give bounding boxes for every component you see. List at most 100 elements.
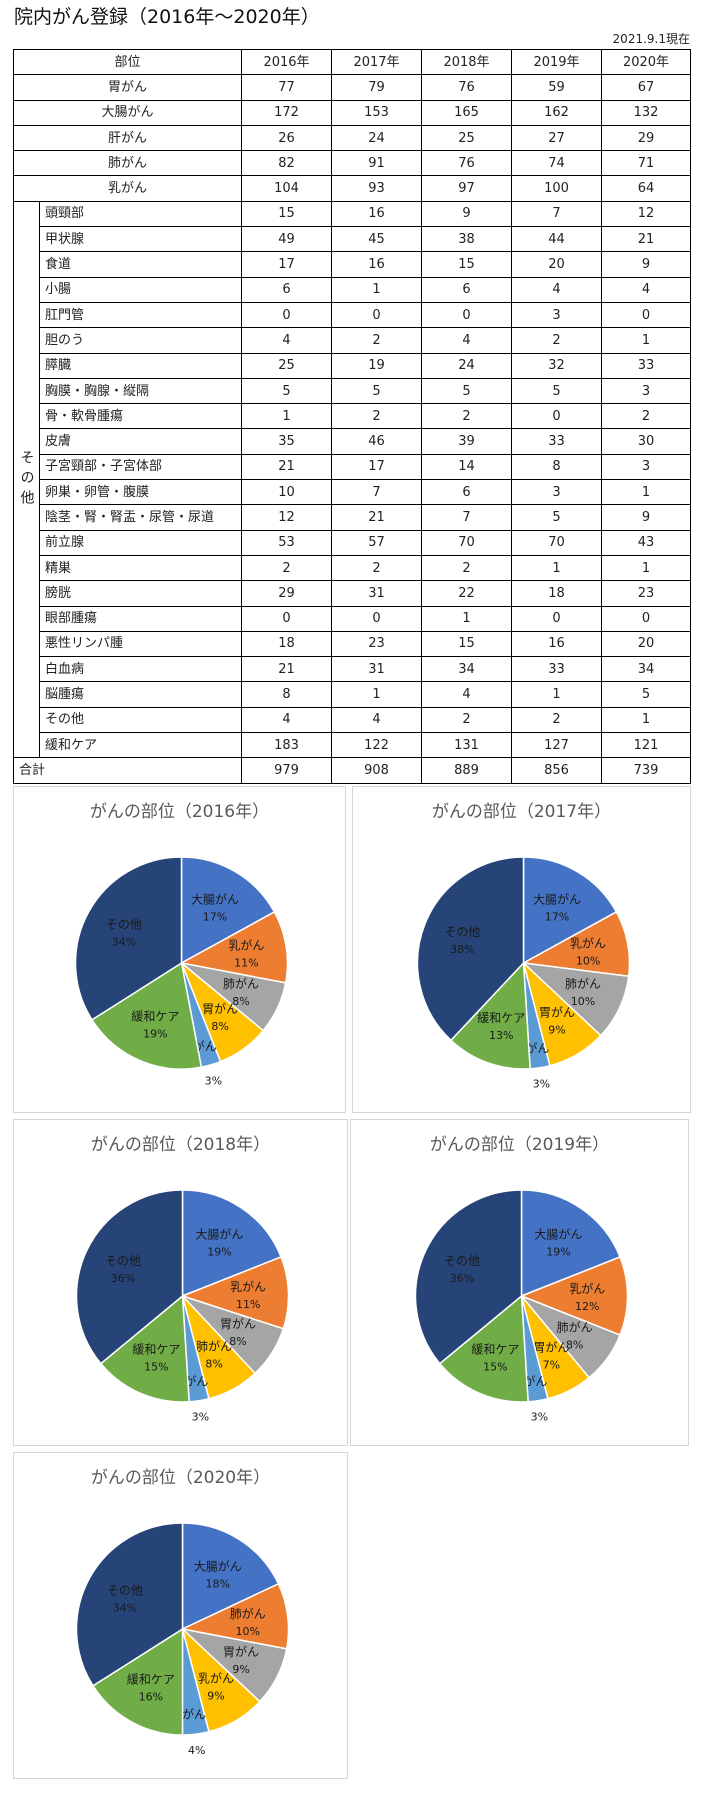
cell-value: 15 (421, 630, 513, 658)
cell-value: 5 (421, 377, 513, 405)
slice-percent: 11% (236, 1298, 260, 1311)
row-label: 骨・軟骨腫瘍 (38, 403, 243, 430)
cell-value: 20 (511, 251, 603, 278)
table-row: 前立腺 53 57 70 70 43 (14, 529, 692, 556)
cell-value: 0 (511, 605, 603, 632)
slice-percent: 19% (143, 1027, 167, 1040)
row-label: 胆のう (38, 327, 243, 354)
table-row: 眼部腫瘍 0 0 1 0 0 (14, 605, 692, 632)
cell-value: 4 (421, 327, 513, 354)
cell-value: 15 (241, 200, 333, 228)
header-year: 2018年 (421, 48, 513, 76)
cell-value: 12 (241, 504, 333, 531)
table-row: 肺がん 82 91 76 74 71 (12, 150, 692, 177)
cell-value: 14 (421, 453, 513, 481)
row-label: 胃がん (12, 74, 243, 101)
header-site: 部位 (12, 48, 243, 76)
row-label: 胸膜・胸腺・縦隔 (38, 377, 243, 405)
cell-value: 2 (421, 403, 513, 430)
cell-value: 0 (601, 605, 692, 632)
table-row: その他 頭頸部 15 16 9 7 12 (13, 200, 692, 759)
chart-title: がんの部位（2017年） (431, 802, 612, 822)
page-title: 院内がん登録（2016年～2020年） (14, 6, 320, 28)
cell-value: 2 (421, 706, 513, 734)
cell-value: 5 (601, 681, 692, 708)
row-label: 眼部腫瘍 (38, 605, 243, 632)
cell-value: 10 (241, 479, 333, 506)
cell-value: 0 (331, 301, 423, 329)
table-row: 骨・軟骨腫瘍 1 2 2 0 2 (14, 403, 692, 430)
slice-label: 緩和ケア (131, 1009, 179, 1023)
table-row: 陰茎・腎・腎盂・尿管・尿道 12 21 7 5 9 (14, 504, 692, 531)
pie-slice (180, 856, 276, 965)
cell-value: 5 (511, 504, 603, 531)
cell-value: 162 (511, 99, 603, 126)
cell-value: 3 (601, 453, 692, 481)
slice-percent: 17% (203, 910, 227, 923)
cell-value: 35 (241, 428, 333, 455)
cell-value: 32 (511, 352, 603, 379)
slice-label: 緩和ケア (132, 1342, 180, 1356)
cell-value: 79 (331, 74, 423, 101)
pie-slice (99, 1294, 190, 1403)
pie-slice (414, 1189, 523, 1365)
slice-percent: 34% (113, 1601, 137, 1614)
cell-value: 132 (601, 99, 692, 126)
pie-slice (75, 1189, 184, 1365)
slice-percent: 36% (111, 1272, 135, 1285)
cell-value: 20 (601, 630, 692, 658)
slice-percent: 15% (483, 1360, 507, 1373)
row-label: 乳がん (12, 175, 243, 202)
cell-value: 0 (511, 403, 603, 430)
table-row: 甲状腺 49 45 38 44 21 (14, 226, 692, 253)
slice-percent: 8% (232, 995, 249, 1008)
cell-value: 46 (331, 428, 423, 455)
pie-slice (520, 1189, 622, 1298)
cell-value: 9 (601, 251, 692, 278)
total-value: 889 (421, 757, 513, 784)
slice-percent: 10% (576, 955, 600, 968)
slice-label: 緩和ケア (477, 1011, 525, 1025)
slice-label: 胃がん (533, 1340, 569, 1355)
slice-percent: 11% (234, 957, 258, 970)
cell-value: 8 (241, 681, 333, 708)
slice-label: 大腸がん (195, 1227, 243, 1242)
slice-label: 乳がん (230, 1279, 266, 1294)
cell-value: 97 (421, 175, 513, 202)
cell-value: 26 (241, 124, 333, 152)
row-label: 肛門管 (38, 301, 243, 329)
slice-percent: 3% (533, 1078, 550, 1091)
pie-chart: 大腸がん17%乳がん10%肺がん10%胃がん9%肝がん3%緩和ケア13%その他3… (416, 856, 631, 1091)
slice-label: 大腸がん (534, 1227, 582, 1242)
chart-title: がんの部位（2016年） (89, 802, 270, 822)
cell-value: 23 (331, 630, 423, 658)
row-label: 悪性リンパ腫 (38, 630, 243, 658)
cell-value: 3 (511, 301, 603, 329)
cell-value: 16 (511, 630, 603, 658)
cell-value: 0 (331, 605, 423, 632)
slice-percent: 8% (566, 1339, 583, 1352)
cell-value: 91 (331, 150, 423, 177)
cell-value: 57 (331, 529, 423, 556)
cell-value: 4 (241, 706, 333, 734)
slice-percent: 8% (205, 1358, 222, 1371)
cell-value: 33 (601, 352, 692, 379)
cell-value: 165 (421, 99, 513, 126)
cell-value: 44 (511, 226, 603, 253)
slice-percent: 8% (229, 1335, 246, 1348)
slice-percent: 38% (450, 943, 474, 956)
table-row: 精巣 2 2 2 1 1 (14, 554, 692, 582)
row-label: 皮膚 (38, 428, 243, 455)
total-label: 合計 (12, 757, 243, 784)
slice-label: 肺がん (196, 1339, 232, 1354)
cell-value: 70 (511, 529, 603, 556)
cell-value: 21 (601, 226, 692, 253)
pie-slice (181, 1522, 280, 1631)
cell-value: 2 (601, 403, 692, 430)
slice-label: 緩和ケア (127, 1673, 175, 1687)
table-row: 卵巣・卵管・腹膜 10 7 6 3 1 (14, 479, 692, 506)
table-row: 皮膚 35 46 39 33 30 (14, 428, 692, 455)
chart-title: がんの部位（2020年） (90, 1468, 271, 1488)
pie-panel-2020: がんの部位（2020年） 大腸がん 18% 肺がん 10% 胃がん 9% 乳がん 9% 肝がん 4%… (13, 1452, 348, 1779)
table-row: その他 4 4 2 2 1 (14, 706, 692, 734)
